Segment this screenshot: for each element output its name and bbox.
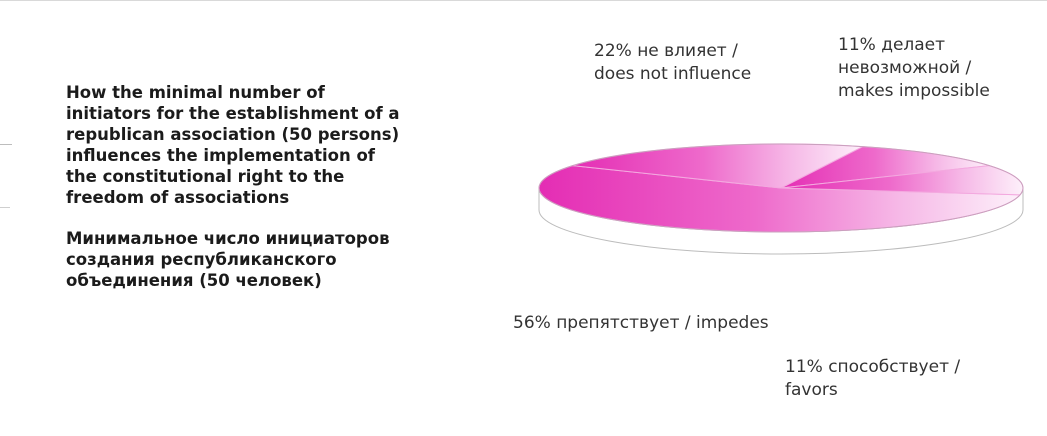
title-en-line: the constitutional right to the: [66, 167, 345, 186]
title-en-line: republican association (50 persons): [66, 125, 400, 144]
label-does-not-influence: 22% не влияет / does not influence: [594, 41, 752, 84]
title-ru-line: объединения (50 человек): [66, 271, 322, 290]
title-en-line: freedom of associations: [66, 188, 290, 207]
title-russian: Минимальное число инициаторов создания р…: [66, 228, 496, 291]
title-en-line: influences the implementation of: [66, 146, 375, 165]
title-ru-line: Минимальное число инициаторов: [66, 229, 390, 248]
title-ru-line: создания республиканского: [66, 250, 337, 269]
label-makes-impossible: 11% делает невозможной / makes impossibl…: [838, 35, 990, 101]
left-divider-tick-2: [0, 207, 10, 208]
label-favors: 11% способствует / favors: [785, 357, 961, 400]
label-impedes: 56% препятствует / impedes: [513, 313, 769, 333]
pie-top-outline: [538, 143, 1024, 233]
title-english: How the minimal number of initiators for…: [66, 82, 496, 208]
top-border: [0, 0, 1047, 1]
title-en-line: initiators for the establishment of a: [66, 104, 400, 123]
left-divider-tick: [0, 144, 12, 145]
title-en-line: How the minimal number of: [66, 83, 325, 102]
chart-title: How the minimal number of initiators for…: [66, 82, 496, 291]
